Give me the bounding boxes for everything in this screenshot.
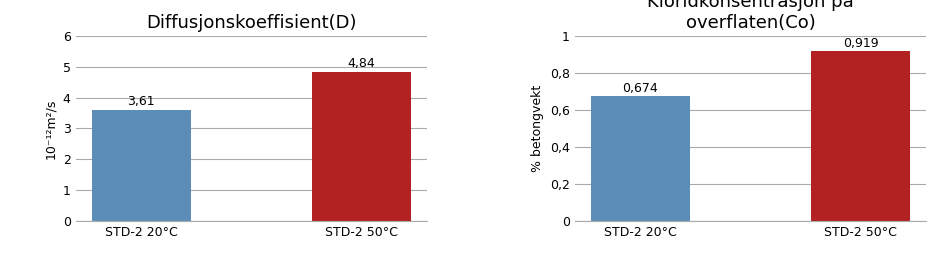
Text: 0,674: 0,674 [622, 82, 657, 95]
Y-axis label: 10⁻¹²m²/s: 10⁻¹²m²/s [44, 98, 58, 158]
Title: Diffusjonskoeffisient(D): Diffusjonskoeffisient(D) [146, 14, 356, 31]
Bar [590, 96, 689, 221]
Text: 4,84: 4,84 [347, 57, 375, 70]
Bar [810, 51, 909, 221]
Bar [312, 72, 411, 221]
Title: Kloridkonsentrasjon på
overflaten(Co): Kloridkonsentrasjon på overflaten(Co) [647, 0, 852, 31]
Text: 0,919: 0,919 [842, 36, 877, 50]
Y-axis label: % betongvekt: % betongvekt [531, 85, 544, 172]
Bar [92, 110, 191, 221]
Text: 3,61: 3,61 [127, 95, 155, 108]
